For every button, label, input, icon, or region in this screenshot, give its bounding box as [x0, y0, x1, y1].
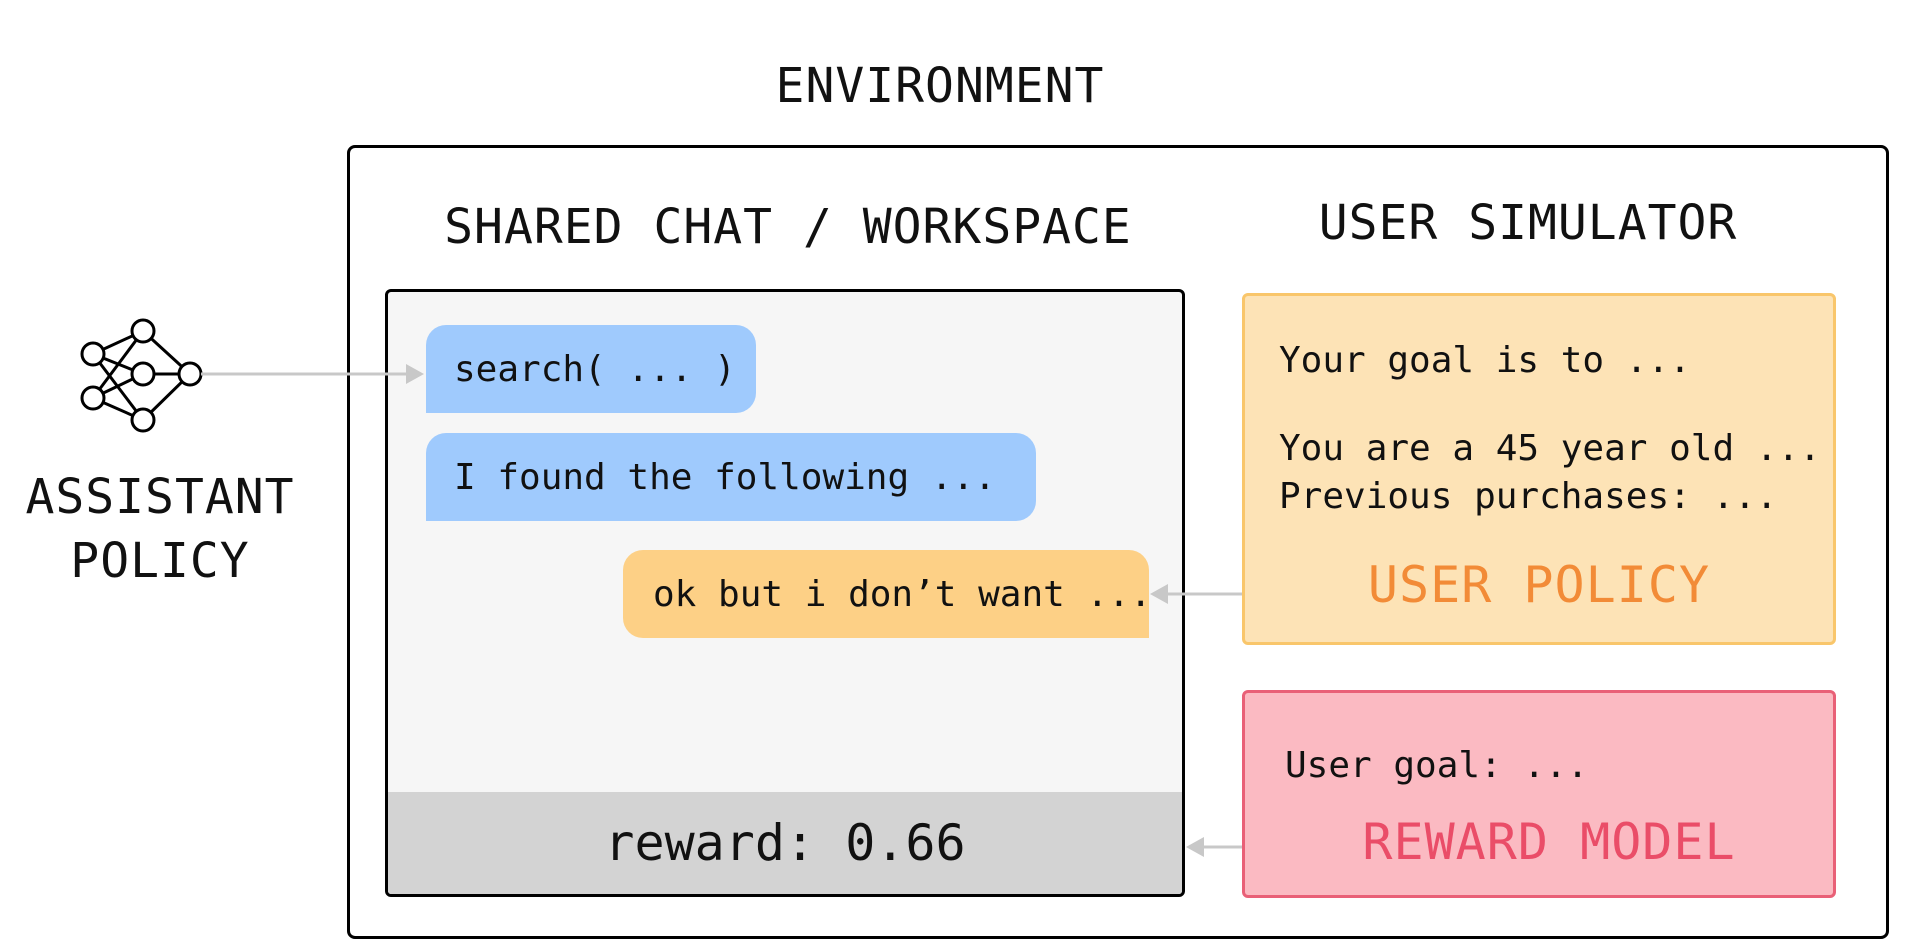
- user-policy-line: You are a 45 year old ...: [1279, 428, 1821, 469]
- workspace-title: SHARED CHAT / WORKSPACE: [444, 199, 1132, 255]
- reward-model-box: [1242, 690, 1836, 898]
- user-policy-line: Previous purchases: ...: [1279, 476, 1778, 517]
- assistant-message-bubble: I found the following ...: [426, 433, 1036, 521]
- neural-network-icon: [80, 318, 203, 433]
- user-message-bubble: ok but i don’t want ...: [623, 550, 1152, 638]
- assistant-label-line: POLICY: [70, 533, 250, 589]
- message-text: ok but i don’t want ...: [653, 573, 1152, 615]
- assistant-to-workspace-arrow: [201, 364, 424, 384]
- reward-value: reward: 0.66: [604, 814, 966, 872]
- assistant-label-line: ASSISTANT: [25, 469, 295, 525]
- reward-bar: reward: 0.66: [388, 792, 1182, 894]
- environment-box: [347, 145, 1889, 939]
- assistant-message-bubble: search( ... ): [426, 325, 756, 413]
- message-text: search( ... ): [454, 348, 736, 390]
- assistant-policy-label: ASSISTANT POLICY: [20, 465, 300, 593]
- user-policy-label: USER POLICY: [1367, 556, 1711, 614]
- reward-model-line: User goal: ...: [1285, 745, 1589, 786]
- user-policy-line: Your goal is to ...: [1279, 340, 1691, 381]
- reward-model-label: REWARD MODEL: [1362, 813, 1736, 871]
- environment-title: ENVIRONMENT: [775, 58, 1105, 114]
- message-text: I found the following ...: [454, 456, 996, 498]
- user-simulator-title: USER SIMULATOR: [1318, 195, 1738, 251]
- user-policy-box: [1242, 293, 1836, 645]
- reward-model-to-workspace-arrow: [1186, 837, 1242, 857]
- user-policy-to-workspace-arrow: [1150, 584, 1242, 604]
